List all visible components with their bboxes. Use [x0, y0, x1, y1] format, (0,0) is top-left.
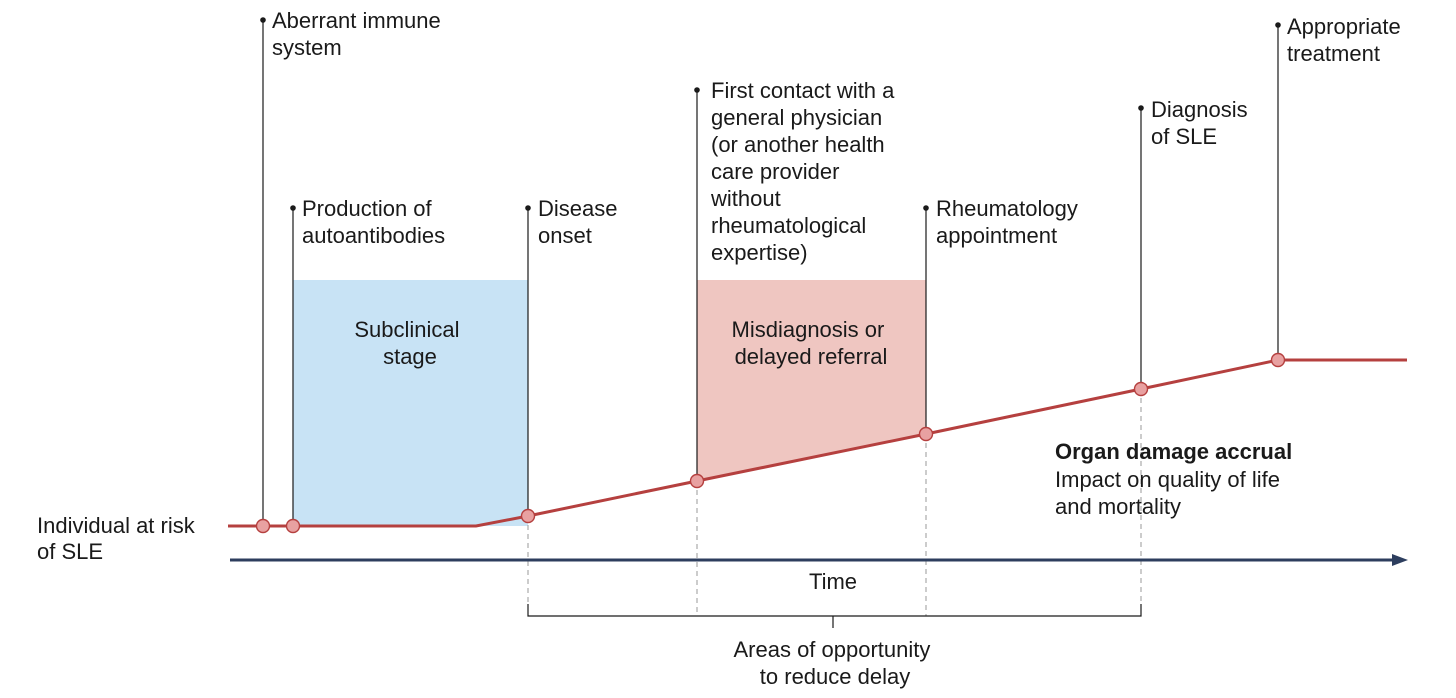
node-aberrant-immune [255, 518, 271, 534]
event-label-aberrant-immune: Aberrant immune system [272, 8, 447, 60]
stem-dot-aberrant-immune [260, 17, 266, 23]
event-label-disease-onset: Disease onset [538, 196, 624, 248]
event-stems [262, 20, 1279, 526]
event-label-rheumatology: Rheumatology appointment [936, 196, 1084, 248]
progression-nodes [255, 352, 1286, 534]
time-label: Time [809, 569, 857, 594]
node-autoantibodies [285, 518, 301, 534]
event-label-first-contact: First contact with a general physician (… [710, 78, 901, 265]
outcome-description: Impact on quality of life and mortality [1055, 467, 1286, 519]
misdiagnosis-stage-box [697, 280, 926, 481]
stem-dot-autoantibodies [290, 205, 296, 211]
opportunity-label: Areas of opportunity to reduce delay [733, 637, 936, 689]
stem-dot-first-contact [694, 87, 700, 93]
node-diagnosis [1133, 381, 1149, 397]
outcome-title: Organ damage accrual [1055, 439, 1292, 464]
node-disease-onset [520, 508, 536, 524]
event-label-diagnosis: Diagnosis of SLE [1151, 97, 1254, 149]
node-first-contact [689, 473, 705, 489]
stem-top-dots [260, 17, 1281, 211]
stem-dot-treatment [1275, 22, 1281, 28]
time-axis-arrowhead [1392, 554, 1408, 566]
stem-dot-rheumatology [923, 205, 929, 211]
event-label-autoantibodies: Production of autoantibodies [302, 196, 445, 248]
dashed-guides [527, 389, 1142, 616]
event-label-treatment: Appropriate treatment [1287, 14, 1407, 66]
stem-dot-disease-onset [525, 205, 531, 211]
misdiagnosis-stage-label: Misdiagnosis or delayed referral [732, 317, 891, 369]
start-label: Individual at risk of SLE [37, 513, 201, 564]
disease-progression-line [228, 358, 1407, 528]
stem-dot-diagnosis [1138, 105, 1144, 111]
subclinical-stage-label: Subclinical stage [354, 317, 465, 369]
subclinical-stage-box [293, 280, 528, 526]
node-treatment [1270, 352, 1286, 368]
opportunity-bracket [527, 604, 1142, 628]
node-rheumatology [918, 426, 934, 442]
